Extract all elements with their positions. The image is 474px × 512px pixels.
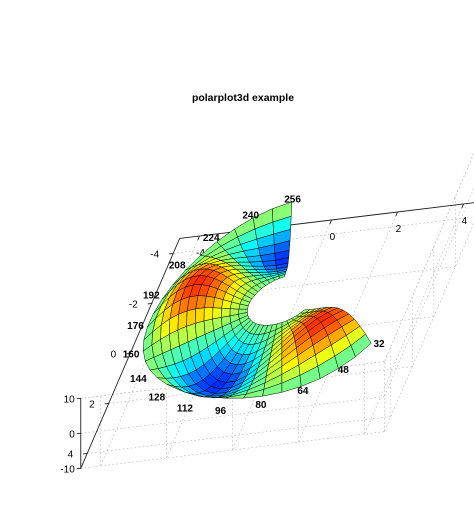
angle-label: 112 — [177, 403, 194, 414]
y-tick-label: -2 — [129, 299, 138, 310]
angle-label: 96 — [215, 406, 227, 417]
surface-patch — [186, 308, 196, 327]
angle-label: 160 — [123, 350, 140, 361]
x-tick-label: 2 — [396, 224, 402, 235]
floor-grid-y — [151, 266, 456, 304]
angle-label: 192 — [143, 290, 160, 301]
surface-patch — [203, 307, 214, 322]
angle-label: 80 — [255, 400, 267, 411]
angle-label: 144 — [130, 374, 147, 385]
angle-label: 32 — [373, 339, 385, 350]
angle-label: 256 — [284, 195, 301, 206]
axes-grid — [80, 152, 474, 469]
z-tick-label: -10 — [60, 464, 75, 475]
z-tick-label: 10 — [64, 394, 76, 405]
angle-label: 64 — [297, 386, 309, 397]
x-tick-label: 4 — [462, 216, 468, 227]
polar-surface — [143, 201, 372, 399]
wall-grid-z — [80, 396, 385, 434]
y-tick-label: 2 — [89, 399, 95, 410]
y-tick-label: -4 — [150, 249, 159, 260]
angle-label: 240 — [242, 211, 259, 222]
floor-grid-y — [87, 416, 391, 454]
x-tick-label: 0 — [330, 232, 336, 243]
surface-patch — [272, 201, 293, 223]
y-tick-mark — [104, 402, 109, 405]
y-tick-mark — [147, 302, 152, 305]
y-tick-mark — [83, 452, 88, 455]
x-tick-mark — [197, 235, 200, 241]
surface-patch — [299, 309, 311, 314]
y-tick-label: 0 — [111, 349, 117, 360]
y-tick-mark — [169, 252, 174, 255]
x-tick-mark — [329, 219, 332, 225]
x-tick-label: -4 — [196, 248, 205, 259]
angle-label: 208 — [169, 260, 186, 271]
wall-grid-z — [384, 222, 474, 432]
x-axis — [179, 202, 474, 239]
angle-label: 176 — [127, 321, 144, 332]
z-tick-label: 0 — [69, 429, 75, 440]
chart-title: polarplot3d example — [192, 92, 294, 104]
surface-patch — [212, 307, 222, 320]
x-tick-mark — [461, 203, 464, 209]
y-tick-label: 4 — [68, 449, 74, 460]
surface-patch — [195, 307, 205, 324]
y-tick-mark — [126, 352, 131, 355]
box-edge — [384, 152, 474, 362]
angle-label: 224 — [203, 233, 220, 244]
wall-grid-z — [80, 431, 385, 469]
angle-label: 48 — [338, 365, 350, 376]
surface-patch — [221, 307, 231, 318]
angle-label: 128 — [148, 392, 165, 403]
x-tick-mark — [395, 211, 398, 217]
floor-grid-x — [364, 203, 464, 435]
wall-grid-z — [384, 187, 474, 397]
